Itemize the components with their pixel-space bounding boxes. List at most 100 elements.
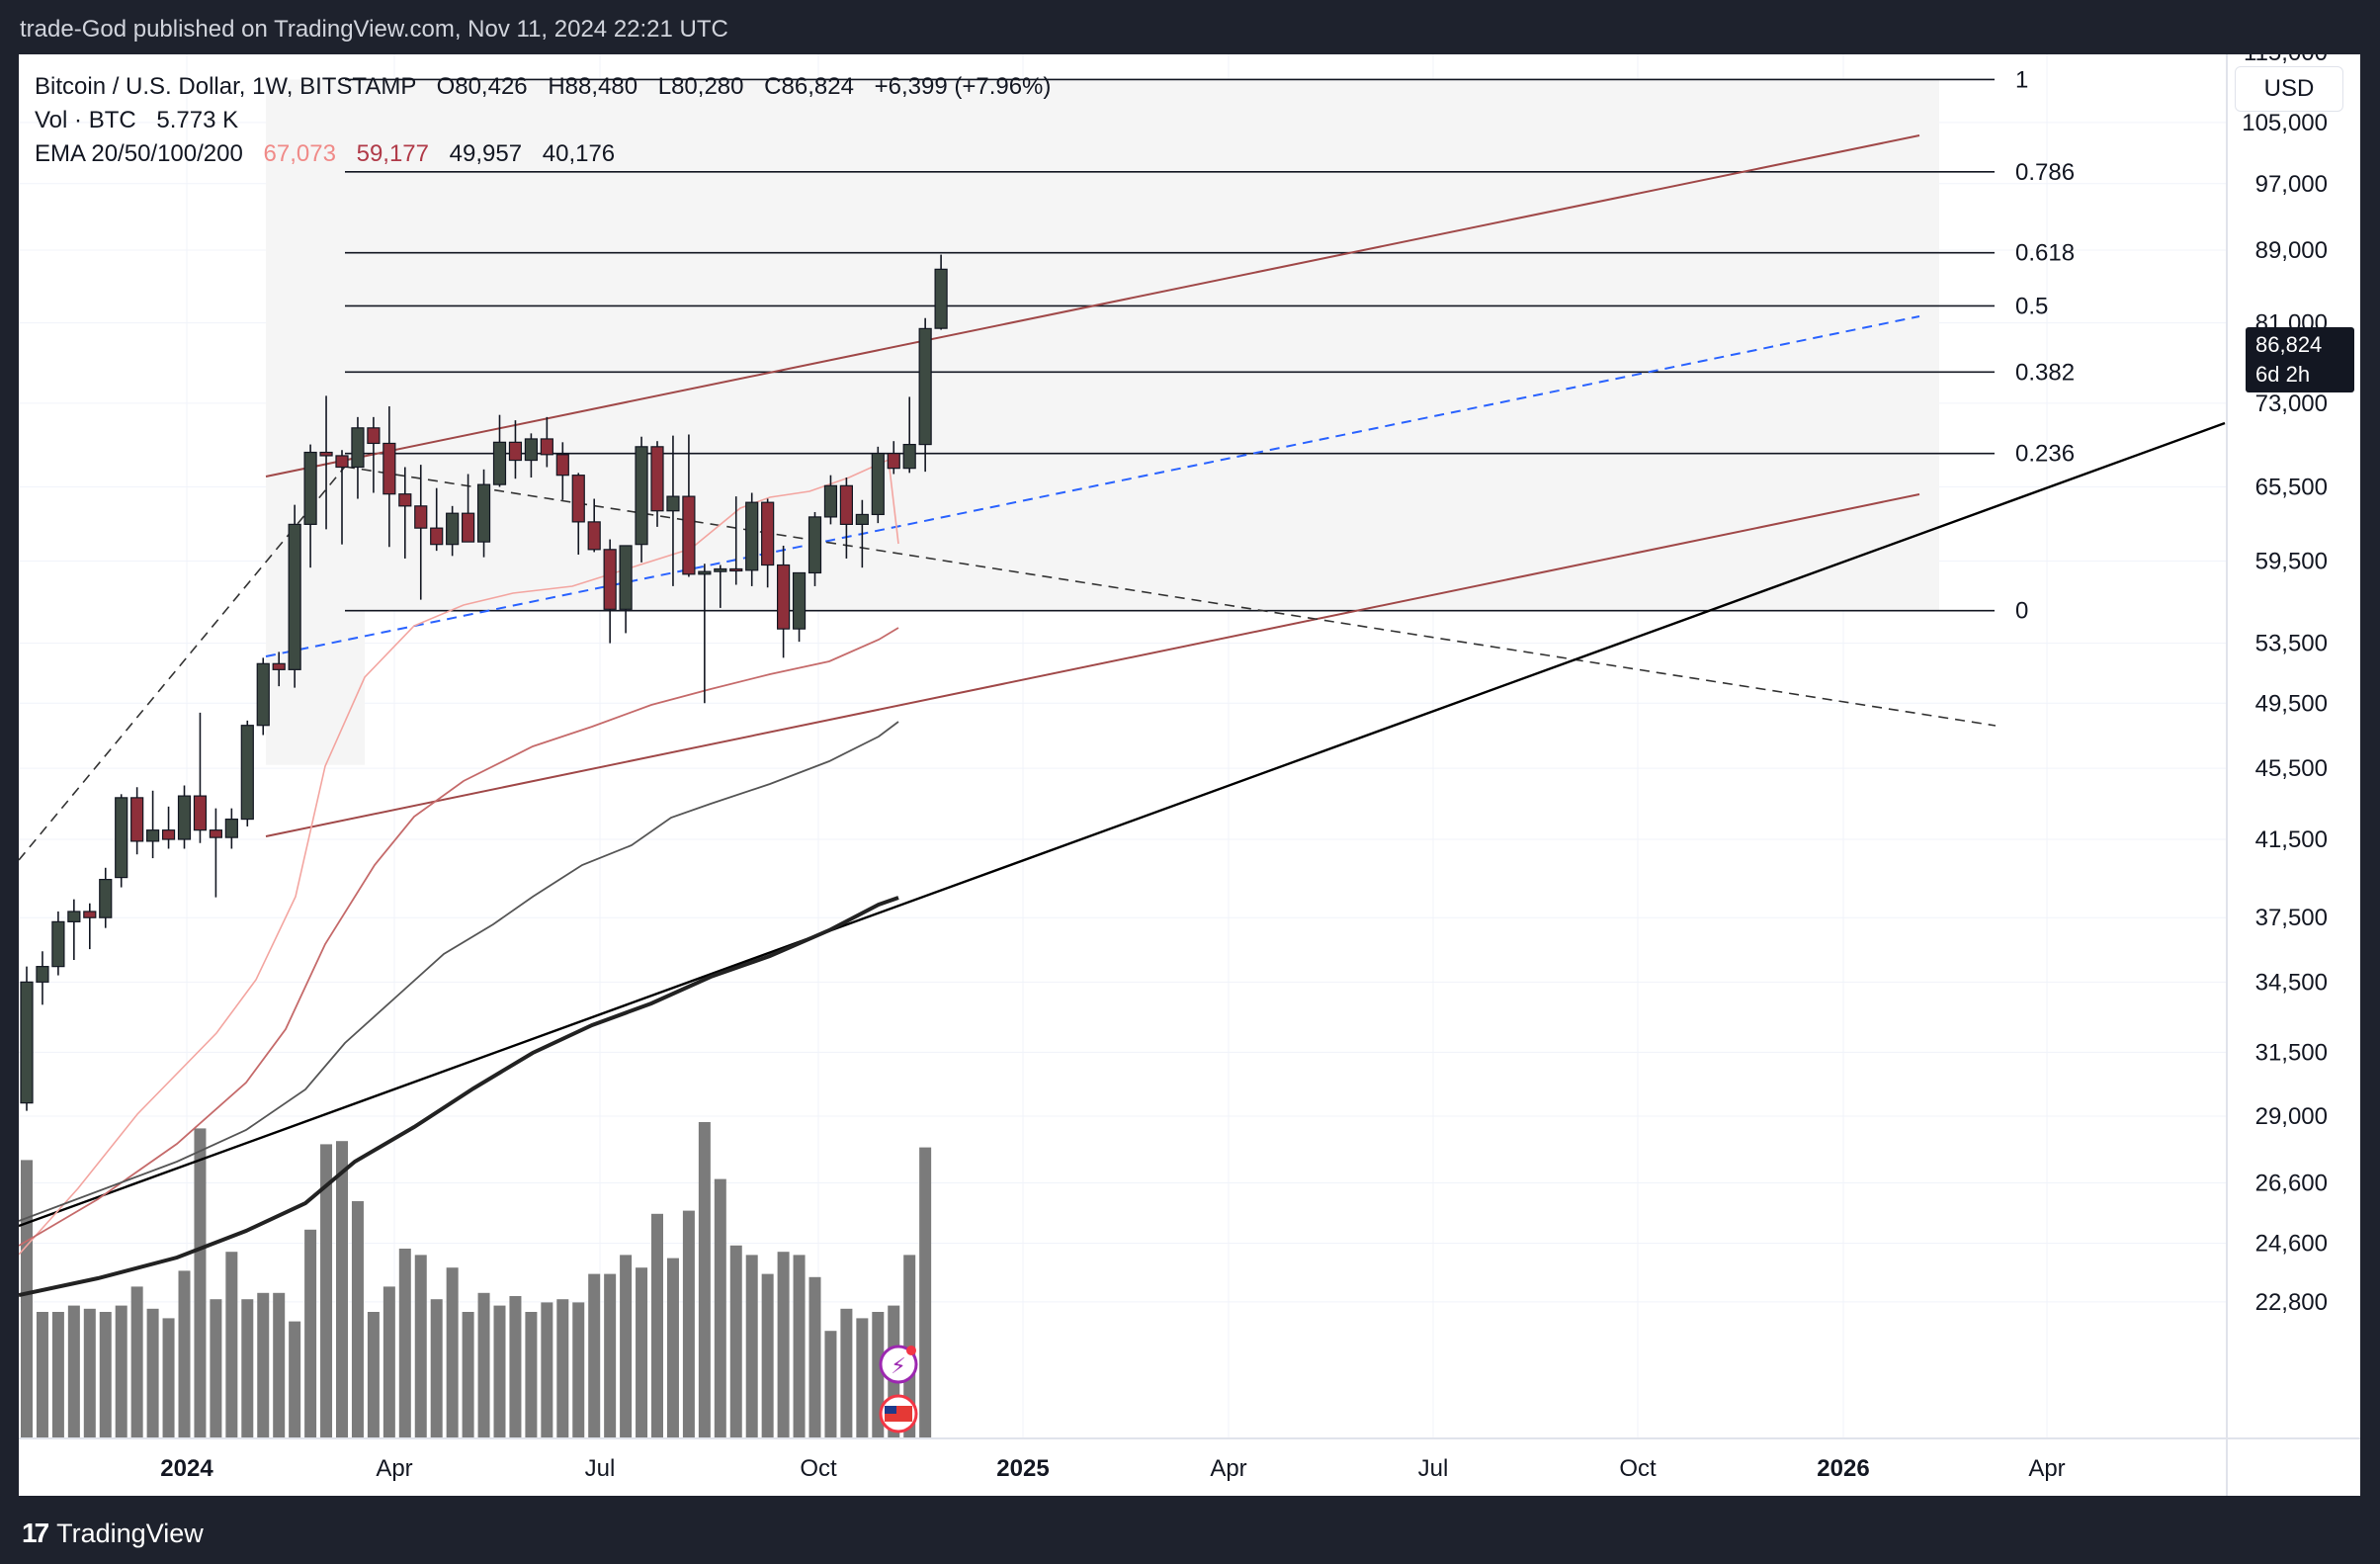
candle-down [462,512,475,543]
candle-up [36,966,49,983]
x-tick-label: Jul [585,1455,616,1482]
volume-bar [21,1160,33,1438]
volume-bar [761,1273,774,1438]
candle-up [792,571,807,630]
y-tick-label: 37,500 [2255,905,2328,931]
y-tick-label: 22,800 [2255,1289,2328,1316]
legend-ema-label: EMA 20/50/100/200 [35,140,243,167]
volume-bar [556,1299,569,1438]
ema200-line [19,896,899,1297]
y-tick-label: 26,600 [2255,1170,2328,1196]
candle-down [130,797,144,842]
volume-bar [336,1141,348,1438]
candle-down [319,451,333,457]
channel-lower-line [265,493,1920,837]
candle-up [51,920,65,968]
x-tick-label: Apr [1210,1455,1246,1482]
candle-up [446,512,460,546]
candle-down [335,455,349,469]
ema20-line [19,458,899,1256]
volume-bar [636,1267,648,1438]
legend-ema-row: EMA 20/50/100/200 67,073 59,177 49,957 4… [35,137,1051,171]
legend-symbol: Bitcoin / U.S. Dollar, 1W, BITSTAMP [35,73,416,100]
candle-up [666,495,680,512]
candle-up [902,443,916,470]
legend-vol-value: 5.773 K [156,107,239,133]
y-tick-label: 34,500 [2255,969,2328,996]
fib-level-label: 0.236 [2015,441,2075,468]
candle-down [729,567,743,572]
tradingview-logo[interactable]: 17 TradingView [22,1518,204,1549]
volume-bar [225,1252,238,1438]
candle-down [161,829,176,840]
volume-bar [398,1249,411,1438]
volume-bar [729,1245,742,1438]
candle-up [714,567,727,572]
candle-down [367,427,381,445]
volume-bar [793,1255,806,1438]
volume-bar [130,1286,143,1438]
candle-down [209,829,222,838]
candle-down [839,484,854,525]
volume-bar [824,1331,837,1438]
channel-midline [265,315,1920,657]
volume-bar [289,1321,301,1438]
volume-bar [525,1312,538,1438]
volume-bar [666,1258,679,1438]
legend-change: +6,399 (+7.96%) [874,73,1052,100]
last-price-tag: 86,824 6d 2h [2246,327,2354,392]
candle-up [698,570,712,575]
candle-up [351,427,365,469]
price-chart[interactable]: 1 0.786 0.618 0.5 0.382 0.236 0 115,000 105,000… [19,54,2360,1496]
y-tick-label: 45,500 [2255,755,2328,782]
tradingview-wordmark: TradingView [56,1518,204,1548]
volume-bar [777,1252,790,1438]
event-lightning-icon [879,1345,918,1384]
chart-frame[interactable]: 1 0.786 0.618 0.5 0.382 0.236 0 115,000 105,000… [19,54,2360,1496]
event-notification-dot [906,1346,916,1355]
volume-bar [115,1305,128,1438]
fib-level-label: 0 [2015,598,2028,625]
y-tick-label: 89,000 [2255,237,2328,264]
currency-button[interactable]: USD [2235,66,2343,112]
candle-up [619,545,633,610]
volume-bar [698,1122,711,1438]
candle-up [146,829,160,842]
legend-ema50: 59,177 [356,140,429,167]
fib-level-label: 1 [2015,66,2028,93]
fib-level-label: 0.382 [2015,359,2075,386]
candle-down [382,442,396,495]
volume-bar [36,1312,48,1438]
volume-bar [194,1128,207,1438]
x-tick-label: 2025 [996,1455,1049,1482]
volume-bar [257,1292,270,1438]
candle-up [871,453,885,516]
candle-down [272,662,286,670]
long-term-support-line [19,421,2226,1228]
candle-down [193,795,208,831]
y-tick-label: 105,000 [2242,110,2328,136]
volume-bar [67,1305,80,1438]
chart-legend: Bitcoin / U.S. Dollar, 1W, BITSTAMP O80,… [35,70,1051,171]
volume-bar [414,1255,427,1438]
legend-ema100: 49,957 [449,140,523,167]
volume-bar [462,1312,474,1438]
candle-up [177,795,192,840]
candle-up [492,441,507,485]
candle-down [540,438,553,456]
candle-up [855,513,869,525]
candle-up [524,438,539,462]
volume-bar [588,1273,601,1438]
candle-up [476,483,491,543]
volume-bar [919,1147,932,1438]
candle-up [115,797,128,879]
candle-down [776,564,791,630]
volume-bar [382,1286,395,1438]
y-tick-label: 31,500 [2255,1039,2328,1066]
volume-bar [162,1318,175,1438]
candle-down [398,493,412,507]
volume-bar [83,1308,96,1438]
y-tick-label: 41,500 [2255,826,2328,853]
fib-level-label: 0.618 [2015,240,2075,267]
volume-bar [856,1318,869,1438]
